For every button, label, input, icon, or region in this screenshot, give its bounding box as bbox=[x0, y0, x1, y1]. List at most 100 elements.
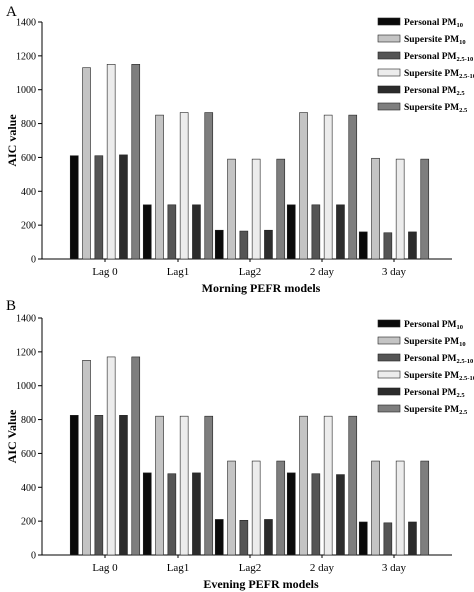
bar bbox=[323, 114, 333, 260]
bar bbox=[395, 158, 405, 260]
y-tick-label: 1400 bbox=[16, 314, 36, 325]
bar bbox=[286, 472, 296, 556]
legend-label: Supersite PM2.5 bbox=[404, 405, 468, 416]
y-tick-label: 1000 bbox=[16, 85, 36, 96]
legend-swatch bbox=[377, 85, 401, 94]
y-tick-label: 600 bbox=[21, 449, 36, 460]
y-axis-label: AIC Value bbox=[5, 409, 19, 463]
legend-label: Personal PM10 bbox=[404, 320, 463, 331]
y-tick-label: 600 bbox=[21, 153, 36, 164]
bar bbox=[408, 231, 417, 260]
x-tick-label: 3 day bbox=[382, 266, 407, 278]
bar bbox=[251, 460, 261, 556]
y-tick-label: 400 bbox=[21, 187, 36, 198]
bar bbox=[227, 158, 236, 260]
y-tick-label: 800 bbox=[21, 415, 36, 426]
bar bbox=[336, 204, 345, 260]
legend-swatch bbox=[377, 51, 401, 60]
bar bbox=[299, 112, 308, 260]
y-tick-label: 400 bbox=[21, 483, 36, 494]
bar bbox=[227, 460, 236, 556]
bar bbox=[371, 157, 380, 260]
legend-swatch bbox=[377, 34, 401, 43]
x-tick-label: Lag2 bbox=[239, 266, 262, 278]
bar bbox=[276, 158, 286, 260]
bar bbox=[348, 415, 358, 556]
y-tick-label: 1200 bbox=[16, 347, 36, 358]
x-tick-label: 2 day bbox=[310, 562, 335, 574]
y-axis-label: AIC value bbox=[5, 114, 19, 167]
bar bbox=[192, 204, 201, 260]
bar bbox=[286, 204, 296, 260]
bar bbox=[119, 154, 128, 260]
bar bbox=[264, 229, 273, 260]
x-tick-label: Lag 0 bbox=[92, 562, 118, 574]
bar bbox=[119, 415, 128, 556]
panel-a: A 0 200 400 600 800 1000 1200 1400 AIC value Lag 0… bbox=[5, 4, 474, 295]
panel-b: B 0 200 400 600 800 1000 1200 1400 AIC Value Lag 0… bbox=[5, 298, 474, 591]
y-tick-label: 800 bbox=[21, 119, 36, 130]
bar bbox=[420, 460, 430, 556]
legend-swatch bbox=[377, 319, 401, 328]
y-tick-label: 200 bbox=[21, 517, 36, 528]
bar bbox=[94, 415, 104, 556]
legend-swatch bbox=[377, 17, 401, 26]
bar bbox=[82, 67, 91, 260]
x-tick-label: Lag 0 bbox=[92, 266, 118, 278]
legend-label: Personal PM2.5 bbox=[404, 388, 465, 399]
y-tick-label: 1400 bbox=[16, 18, 36, 29]
bar bbox=[276, 460, 286, 556]
x-axis-label: Morning PEFR models bbox=[202, 281, 321, 295]
bar bbox=[395, 460, 405, 556]
bar bbox=[204, 112, 214, 260]
bar bbox=[239, 519, 249, 556]
bar bbox=[420, 158, 430, 260]
bar bbox=[106, 64, 116, 260]
legend-swatch bbox=[377, 68, 401, 77]
bar bbox=[192, 472, 201, 556]
legend: Personal PM10 Supersite PM10 Personal PM2.… bbox=[377, 17, 474, 114]
legend-label: Supersite PM10 bbox=[404, 35, 466, 46]
y-tick-label: 1200 bbox=[16, 51, 36, 62]
bar bbox=[167, 204, 177, 260]
bar bbox=[142, 472, 152, 556]
legend-label: Personal PM10 bbox=[404, 18, 463, 29]
bar bbox=[239, 230, 249, 260]
bar bbox=[214, 519, 224, 556]
x-tick-label: 3 day bbox=[382, 562, 407, 574]
bar bbox=[358, 231, 368, 260]
bar bbox=[155, 114, 164, 260]
bar bbox=[167, 473, 177, 556]
x-tick-label: 2 day bbox=[310, 266, 335, 278]
bar bbox=[408, 521, 417, 556]
legend-label: Supersite PM2.5 bbox=[404, 103, 468, 114]
bar bbox=[311, 204, 321, 260]
legend: Personal PM10 Supersite PM10 Personal PM2.… bbox=[377, 319, 474, 416]
bar bbox=[131, 64, 141, 260]
bar bbox=[358, 521, 368, 556]
y-tick-label: 200 bbox=[21, 221, 36, 232]
x-tick-label: Lag2 bbox=[239, 562, 262, 574]
legend-swatch bbox=[377, 404, 401, 413]
bar bbox=[179, 415, 189, 556]
x-tick-label: Lag1 bbox=[167, 562, 190, 574]
bar bbox=[214, 229, 224, 260]
bar bbox=[264, 519, 273, 556]
bar bbox=[348, 114, 358, 260]
y-tick-label: 0 bbox=[31, 551, 36, 562]
bar bbox=[371, 460, 380, 556]
bar bbox=[69, 415, 79, 556]
legend-label: Personal PM2.5-10 bbox=[404, 52, 473, 63]
legend-swatch bbox=[377, 102, 401, 111]
legend-label: Supersite PM2.5-10 bbox=[404, 371, 474, 382]
legend-swatch bbox=[377, 387, 401, 396]
y-tick-label: 1000 bbox=[16, 381, 36, 392]
bar bbox=[131, 356, 141, 556]
legend-swatch bbox=[377, 353, 401, 362]
bar bbox=[142, 204, 152, 260]
legend-label: Supersite PM2.5-10 bbox=[404, 69, 474, 80]
x-axis-label: Evening PEFR models bbox=[203, 577, 319, 591]
bar bbox=[383, 522, 393, 556]
legend-swatch bbox=[377, 336, 401, 345]
